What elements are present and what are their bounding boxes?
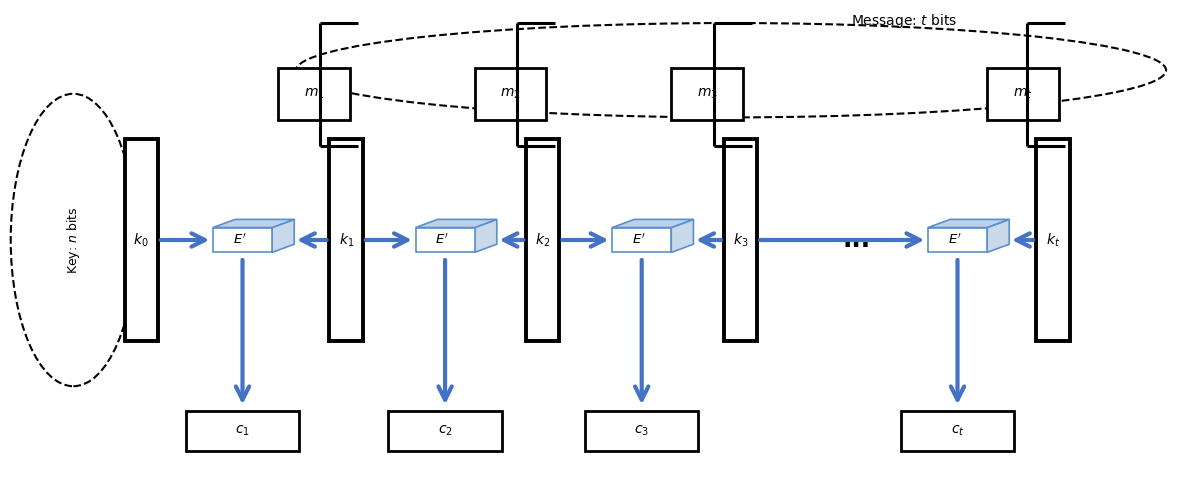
Text: $k_2$: $k_2$ xyxy=(535,231,551,249)
Text: $c_2$: $c_2$ xyxy=(438,424,452,438)
Bar xyxy=(125,139,158,341)
Bar xyxy=(278,68,349,120)
Text: $c_3$: $c_3$ xyxy=(635,424,649,438)
Text: $c_1$: $c_1$ xyxy=(235,424,250,438)
Text: $E'$: $E'$ xyxy=(233,233,246,247)
Bar xyxy=(475,68,546,120)
Text: $c_t$: $c_t$ xyxy=(950,424,965,438)
Bar xyxy=(586,411,698,451)
Polygon shape xyxy=(272,219,294,252)
Polygon shape xyxy=(928,219,1009,228)
Bar xyxy=(330,139,362,341)
Bar xyxy=(901,411,1014,451)
Text: $k_1$: $k_1$ xyxy=(338,231,354,249)
Text: $m_t$: $m_t$ xyxy=(1013,86,1033,101)
Bar xyxy=(988,68,1058,120)
Bar xyxy=(526,139,559,341)
Text: Message: $t$ bits: Message: $t$ bits xyxy=(851,12,958,30)
Polygon shape xyxy=(612,219,694,228)
Text: $k_3$: $k_3$ xyxy=(733,231,749,249)
Polygon shape xyxy=(988,219,1009,252)
Bar xyxy=(928,228,988,252)
Bar xyxy=(415,228,475,252)
Bar xyxy=(212,228,272,252)
Bar xyxy=(612,228,671,252)
Bar xyxy=(724,139,757,341)
Text: $k_0$: $k_0$ xyxy=(133,231,149,249)
Text: $k_t$: $k_t$ xyxy=(1045,231,1060,249)
Bar xyxy=(672,68,743,120)
Text: Key: $n$ bits: Key: $n$ bits xyxy=(65,206,82,274)
Polygon shape xyxy=(212,219,294,228)
Bar xyxy=(1036,139,1069,341)
Text: $m_2$: $m_2$ xyxy=(500,86,521,101)
Text: $m_3$: $m_3$ xyxy=(697,86,718,101)
Text: $E'$: $E'$ xyxy=(948,233,961,247)
Text: ...: ... xyxy=(842,228,870,252)
Bar xyxy=(186,411,299,451)
Text: $E'$: $E'$ xyxy=(632,233,646,247)
Polygon shape xyxy=(415,219,497,228)
Text: $m_1$: $m_1$ xyxy=(304,86,324,101)
Polygon shape xyxy=(671,219,694,252)
Text: $E'$: $E'$ xyxy=(436,233,449,247)
Bar xyxy=(389,411,502,451)
Polygon shape xyxy=(475,219,497,252)
